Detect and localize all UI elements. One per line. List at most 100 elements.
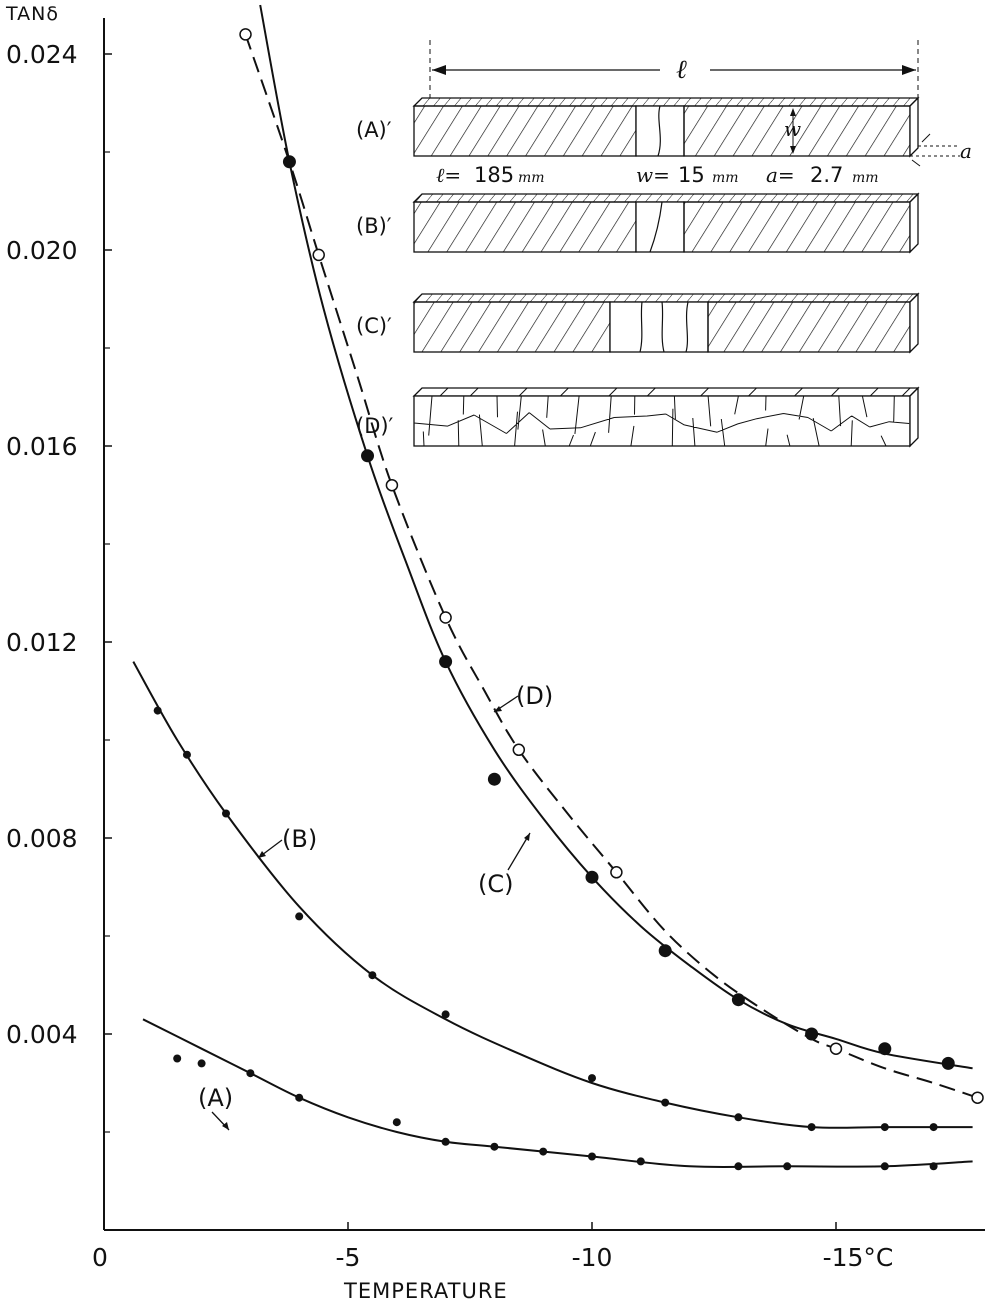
- specimen-c-front-grains: [609, 301, 709, 353]
- thickness-symbol: a: [960, 139, 972, 163]
- series-d-point: [512, 743, 526, 757]
- series-b-point: [880, 1123, 889, 1132]
- specimen-c-grain-boundary-2: [661, 301, 665, 353]
- specimen-c-end: [909, 292, 919, 354]
- dim-l-value: 185: [474, 163, 514, 187]
- series-a-point: [588, 1152, 596, 1161]
- series-a-point: [539, 1147, 548, 1156]
- y-tick-label: 0.004: [6, 1020, 78, 1049]
- series-c-point: [282, 155, 296, 169]
- y-axis-ticks: 0.004 0.008 0.012 0.016 0.020 0.024: [6, 40, 112, 1133]
- specimen-c-front-left: [413, 301, 611, 353]
- series-c-point: [361, 449, 375, 463]
- x-axis-ticks: 0 -5 -10 -15°C: [92, 1222, 893, 1272]
- series-curves: [132, 4, 978, 1169]
- specimen-b-label: (B)′: [356, 214, 392, 238]
- width-arrow-bottom: [790, 146, 796, 154]
- series-b-curve: [132, 661, 973, 1129]
- series-b-point: [661, 1098, 670, 1107]
- series-a-point: [783, 1162, 792, 1171]
- x-tick-label: -10: [572, 1243, 613, 1272]
- length-arrow-right: [902, 65, 916, 75]
- series-c-point: [805, 1027, 819, 1041]
- plot-axes: [103, 18, 985, 1231]
- specimen-a-end: [909, 96, 919, 158]
- curve-label-c-group: (C): [478, 832, 531, 898]
- specimen-d-label: (D)′: [356, 414, 394, 438]
- series-a-point: [880, 1162, 889, 1171]
- thickness-arrow-1: [921, 133, 931, 143]
- series-a-point: [295, 1093, 304, 1102]
- specimen-d-grain-network: [413, 387, 911, 447]
- series-c-point: [585, 870, 599, 884]
- thickness-arrow-2: [911, 159, 921, 167]
- dim-a-unit: mm: [852, 170, 879, 186]
- grain-boundaries: [413, 395, 910, 447]
- y-tick-label: 0.016: [6, 432, 78, 461]
- x-tick-label: 0: [92, 1243, 108, 1272]
- dim-l-unit: mm: [518, 170, 545, 186]
- series-d-point: [312, 248, 325, 262]
- curve-label-d-group: (D): [493, 682, 553, 713]
- series-c-point: [487, 772, 501, 786]
- series-markers: [153, 28, 984, 1171]
- dim-w-label: w=: [636, 163, 670, 187]
- series-d-point: [239, 28, 252, 41]
- series-d-point: [439, 611, 452, 624]
- series-a-point: [490, 1142, 499, 1151]
- series-d-point: [829, 1042, 843, 1055]
- series-d-point: [385, 478, 399, 492]
- specimen-b-front-grain: [635, 201, 685, 253]
- specimen-c: (C)′: [356, 292, 920, 354]
- series-a-point: [197, 1059, 206, 1068]
- specimen-c-front-right: [707, 301, 911, 353]
- specimen-c-grain-boundary-3: [685, 301, 689, 353]
- x-tick-label: -15°C: [823, 1243, 894, 1272]
- specimen-b-front-left: [413, 201, 637, 253]
- specimen-d-top: [412, 387, 920, 397]
- curve-label-d: (D): [516, 682, 553, 710]
- series-c-point: [878, 1042, 892, 1056]
- series-b-point: [929, 1123, 938, 1132]
- series-a-point: [392, 1118, 401, 1127]
- dim-w-value: 15: [678, 163, 705, 187]
- y-tick-label: 0.020: [6, 236, 78, 265]
- specimen-a: (A)′ w a: [356, 96, 972, 167]
- x-axis-title: TEMPERATURE: [343, 1279, 508, 1303]
- specimen-c-top: [412, 293, 920, 303]
- specimen-b: (B)′: [356, 192, 920, 254]
- series-b-point: [734, 1113, 743, 1122]
- specimen-a-grain-boundary: [657, 105, 661, 157]
- series-b-point: [222, 809, 230, 818]
- series-a-point: [246, 1069, 255, 1078]
- y-tick-label: 0.008: [6, 824, 78, 853]
- series-a-point: [734, 1162, 743, 1171]
- specimen-a-label: (A)′: [356, 118, 392, 142]
- specimen-c-label: (C)′: [356, 314, 392, 338]
- series-a-point: [441, 1137, 450, 1146]
- dim-a-label: a=: [766, 163, 795, 187]
- specimen-d-front: [413, 395, 911, 447]
- series-c-point: [731, 993, 745, 1007]
- specimen-b-top: [412, 193, 920, 203]
- specimen-a-top: [412, 97, 920, 107]
- specimen-b-end: [909, 192, 919, 254]
- series-c-point: [439, 655, 453, 669]
- curve-label-c: (C): [478, 870, 513, 898]
- specimen-c-grain-boundary-1: [639, 301, 643, 353]
- dim-w-unit: mm: [712, 170, 739, 186]
- curve-label-d-arrowhead: [494, 706, 502, 712]
- width-symbol: w: [784, 117, 801, 141]
- series-a-point: [173, 1054, 182, 1063]
- curve-label-c-arrowhead: [524, 833, 530, 841]
- dim-a-value: 2.7: [810, 163, 843, 187]
- series-b-point: [295, 912, 304, 921]
- curve-label-a-group: (A): [198, 1084, 233, 1131]
- series-d-point: [610, 866, 623, 879]
- curve-label-a: (A): [198, 1084, 233, 1112]
- series-a-curve: [142, 1018, 973, 1169]
- width-arrow-top: [790, 108, 796, 116]
- specimen-b-front-right: [683, 201, 911, 253]
- series-c-curve: [259, 4, 973, 1070]
- specimen-a-front-left: [413, 105, 637, 157]
